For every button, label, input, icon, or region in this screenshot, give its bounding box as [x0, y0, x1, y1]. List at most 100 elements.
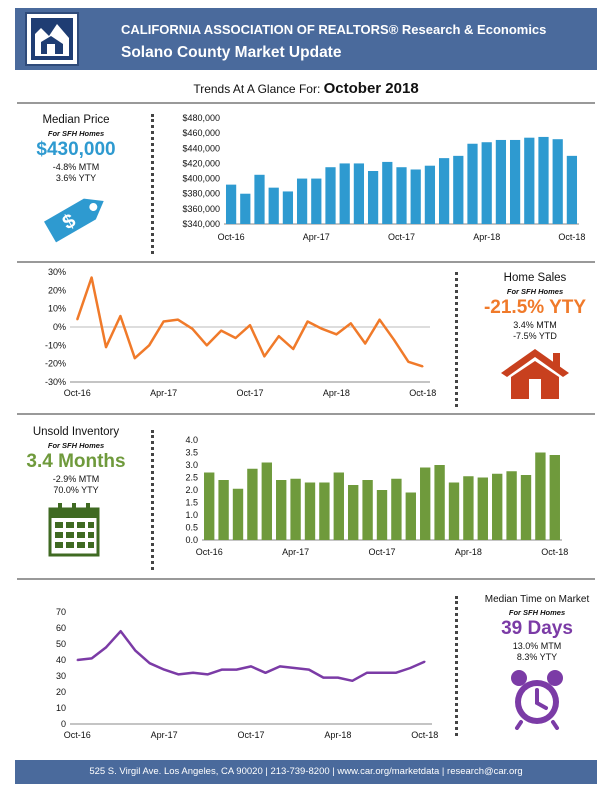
bar	[333, 472, 344, 540]
bar	[434, 465, 445, 540]
data-point	[163, 668, 165, 671]
x-tick-label: Oct-17	[236, 388, 263, 398]
time-on-market-subtitle: For SFH Homes	[508, 608, 566, 617]
x-tick-label: Oct-16	[64, 730, 91, 740]
data-point	[76, 659, 79, 661]
house-icon	[501, 349, 569, 399]
bar	[261, 462, 272, 540]
bar	[552, 139, 563, 224]
report-title: Solano County Market Update	[121, 44, 342, 61]
bar	[367, 171, 379, 224]
bar	[538, 136, 549, 224]
x-tick-label: Apr-18	[455, 547, 482, 557]
bar	[549, 455, 560, 540]
y-tick-label: $360,000	[182, 204, 220, 214]
data-point	[335, 333, 338, 336]
median-price-mtm: -4.8% MTM	[52, 162, 100, 172]
data-point	[422, 365, 424, 368]
time-on-market-yty: 8.3% YTY	[516, 652, 558, 662]
footer-contact: 525 S. Virgil Ave. Los Angeles, CA 90020…	[15, 760, 597, 784]
data-point	[148, 662, 151, 664]
bar	[495, 139, 507, 224]
data-point	[234, 337, 237, 339]
data-point	[395, 672, 397, 674]
bar	[506, 471, 517, 540]
median-price-yty: 3.6% YTY	[55, 173, 97, 183]
bar	[509, 139, 521, 224]
y-tick-label: 3.0	[185, 460, 198, 470]
time-on-market-value: 39 Days	[501, 618, 573, 639]
x-tick-label: Apr-17	[150, 388, 177, 398]
data-point	[423, 660, 426, 663]
data-point	[278, 335, 280, 337]
home-sales-value: -21.5% YTY	[483, 297, 587, 318]
home-sales-chart: -30% -20% -10% 0% 10% 20% 30% Oct-16 Apr-17 Oct-1…	[45, 267, 436, 398]
bar	[481, 142, 492, 224]
y-tick-label: 1.0	[185, 510, 198, 520]
y-tick-label: $440,000	[182, 143, 220, 153]
bar	[304, 482, 316, 540]
bar	[566, 155, 578, 224]
data-point	[177, 318, 179, 321]
divider	[17, 261, 595, 263]
median-price-value: $430,000	[36, 139, 116, 160]
y-tick-label: 2.5	[185, 473, 198, 483]
data-point	[221, 668, 223, 671]
bar	[520, 475, 532, 540]
data-point	[119, 630, 122, 632]
y-tick-label: 0.5	[185, 523, 198, 533]
bar	[477, 477, 488, 540]
data-point	[308, 668, 310, 671]
y-tick-label: $380,000	[182, 189, 220, 199]
bar	[218, 480, 229, 540]
bar	[467, 143, 478, 224]
median-price-subtitle: For SFH Homes	[47, 129, 105, 138]
alarm-clock-icon	[511, 670, 563, 730]
data-point	[322, 676, 325, 679]
x-tick-label: Oct-16	[64, 388, 91, 398]
data-point	[279, 665, 281, 668]
series-line	[76, 276, 424, 368]
bar	[353, 163, 365, 224]
bar	[405, 492, 416, 540]
bar	[348, 485, 359, 540]
time-on-market-mtm: 13.0% MTM	[512, 641, 562, 651]
bar	[420, 467, 431, 540]
x-tick-label: Oct-18	[558, 232, 585, 242]
median-price-chart: $340,000 $360,000 $380,000 $400,000 $420,000…	[182, 113, 585, 242]
data-point	[306, 320, 309, 323]
bar	[535, 452, 546, 540]
trend-prefix: Trends At A Glance For:	[193, 82, 321, 96]
x-tick-label: Apr-18	[323, 388, 350, 398]
dotted-separator	[151, 114, 154, 254]
y-tick-label: 1.5	[185, 498, 198, 508]
data-point	[350, 322, 352, 325]
bar	[492, 473, 503, 540]
data-point	[393, 339, 395, 341]
bar	[276, 480, 287, 540]
x-tick-label: Oct-17	[368, 547, 395, 557]
bar	[362, 480, 373, 540]
data-point	[206, 344, 208, 347]
data-point	[191, 328, 194, 330]
inventory-panel: Unsold Inventory For SFH Homes 3.4 Month…	[18, 426, 134, 564]
data-point	[220, 329, 222, 332]
data-point	[90, 276, 93, 279]
x-tick-label: Oct-18	[541, 547, 568, 557]
y-tick-label: $460,000	[182, 128, 220, 138]
y-tick-label: 10%	[48, 304, 66, 314]
x-tick-label: Oct-16	[218, 232, 245, 242]
data-point	[351, 680, 354, 682]
divider	[17, 578, 595, 580]
inventory-subtitle: For SFH Homes	[47, 441, 105, 450]
inventory-value: 3.4 Months	[26, 451, 126, 472]
bar	[438, 158, 450, 224]
series-line	[77, 629, 426, 683]
dotted-separator	[151, 430, 154, 570]
data-point	[407, 361, 410, 363]
data-point	[134, 357, 136, 359]
bar	[282, 191, 294, 224]
x-tick-label: Apr-17	[303, 232, 330, 242]
home-sales-mtm: 3.4% MTM	[513, 320, 557, 330]
y-tick-label: 0	[61, 719, 66, 729]
